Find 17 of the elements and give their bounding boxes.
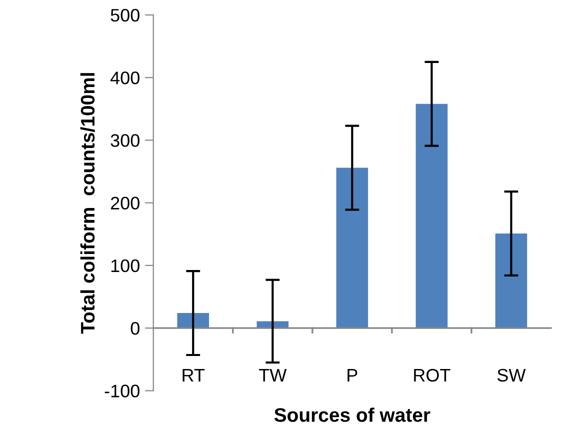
- y-axis-title: Total coliform counts/100ml: [80, 73, 95, 334]
- y-tick-label: 200: [110, 196, 140, 210]
- bar: [416, 104, 448, 328]
- x-tick-label: SW: [497, 368, 526, 382]
- y-tick-label: 0: [130, 322, 140, 335]
- y-tick-label: 500: [110, 8, 140, 22]
- x-axis-title: Sources of water: [274, 408, 430, 422]
- y-tick-label: 300: [110, 134, 140, 147]
- bar: [495, 234, 528, 328]
- x-tick-label: RT: [182, 369, 205, 382]
- y-tick-label: 100: [111, 259, 140, 272]
- x-tick-label: TW: [259, 369, 287, 382]
- y-tick-label: 400: [110, 72, 140, 84]
- x-tick-label: ROT: [414, 368, 450, 382]
- y-tick-label: -100: [104, 384, 140, 398]
- bar: [336, 168, 368, 328]
- x-tick-label: P: [348, 369, 358, 382]
